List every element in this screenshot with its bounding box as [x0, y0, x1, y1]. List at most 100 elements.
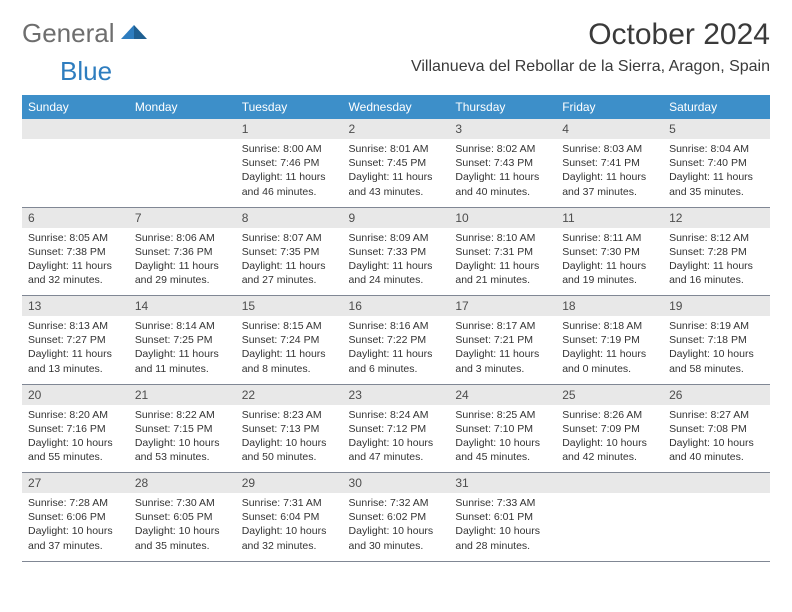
- day-content-cell: Sunrise: 7:32 AMSunset: 6:02 PMDaylight:…: [343, 493, 450, 561]
- day-content-cell: Sunrise: 8:09 AMSunset: 7:33 PMDaylight:…: [343, 228, 450, 296]
- day-number-cell: 1: [236, 119, 343, 139]
- logo-triangle-icon: [121, 22, 147, 45]
- day-number-cell: 16: [343, 296, 450, 317]
- day-content-cell: Sunrise: 7:33 AMSunset: 6:01 PMDaylight:…: [449, 493, 556, 561]
- day-number-cell: 2: [343, 119, 450, 139]
- day-number: 27: [22, 473, 129, 493]
- day-number-cell: 17: [449, 296, 556, 317]
- day-content: Sunrise: 8:07 AMSunset: 7:35 PMDaylight:…: [236, 228, 343, 294]
- day-content-cell: [663, 493, 770, 561]
- day-number-cell: 28: [129, 473, 236, 494]
- day-content: [663, 493, 770, 502]
- daylight-text: Daylight: 11 hours and 19 minutes.: [562, 259, 657, 287]
- daylight-text: Daylight: 10 hours and 58 minutes.: [669, 347, 764, 375]
- day-content: [556, 493, 663, 502]
- daylight-text: Daylight: 11 hours and 35 minutes.: [669, 170, 764, 198]
- day-content: Sunrise: 8:02 AMSunset: 7:43 PMDaylight:…: [449, 139, 556, 205]
- day-content-cell: Sunrise: 8:11 AMSunset: 7:30 PMDaylight:…: [556, 228, 663, 296]
- sunrise-text: Sunrise: 8:10 AM: [455, 231, 550, 245]
- week-content-row: Sunrise: 8:13 AMSunset: 7:27 PMDaylight:…: [22, 316, 770, 384]
- weekday-saturday: Saturday: [663, 95, 770, 119]
- day-content-cell: Sunrise: 8:18 AMSunset: 7:19 PMDaylight:…: [556, 316, 663, 384]
- day-number-cell: 24: [449, 384, 556, 405]
- day-number: 13: [22, 296, 129, 316]
- day-number-cell: 18: [556, 296, 663, 317]
- sunset-text: Sunset: 7:30 PM: [562, 245, 657, 259]
- daylight-text: Daylight: 11 hours and 24 minutes.: [349, 259, 444, 287]
- day-content-cell: Sunrise: 8:00 AMSunset: 7:46 PMDaylight:…: [236, 139, 343, 207]
- sunset-text: Sunset: 7:15 PM: [135, 422, 230, 436]
- daylight-text: Daylight: 11 hours and 40 minutes.: [455, 170, 550, 198]
- day-content: [22, 139, 129, 148]
- day-number-cell: 19: [663, 296, 770, 317]
- sunset-text: Sunset: 6:04 PM: [242, 510, 337, 524]
- sunrise-text: Sunrise: 7:32 AM: [349, 496, 444, 510]
- day-number: 25: [556, 385, 663, 405]
- sunrise-text: Sunrise: 8:01 AM: [349, 142, 444, 156]
- sunrise-text: Sunrise: 8:20 AM: [28, 408, 123, 422]
- daylight-text: Daylight: 11 hours and 46 minutes.: [242, 170, 337, 198]
- day-content-cell: Sunrise: 8:04 AMSunset: 7:40 PMDaylight:…: [663, 139, 770, 207]
- day-number-cell: 8: [236, 207, 343, 228]
- day-content: Sunrise: 8:18 AMSunset: 7:19 PMDaylight:…: [556, 316, 663, 382]
- day-content: Sunrise: 7:30 AMSunset: 6:05 PMDaylight:…: [129, 493, 236, 559]
- week-content-row: Sunrise: 7:28 AMSunset: 6:06 PMDaylight:…: [22, 493, 770, 561]
- day-content: Sunrise: 8:23 AMSunset: 7:13 PMDaylight:…: [236, 405, 343, 471]
- day-number: [556, 473, 663, 479]
- sunrise-text: Sunrise: 8:15 AM: [242, 319, 337, 333]
- day-content-cell: Sunrise: 8:24 AMSunset: 7:12 PMDaylight:…: [343, 405, 450, 473]
- day-content-cell: Sunrise: 8:22 AMSunset: 7:15 PMDaylight:…: [129, 405, 236, 473]
- day-number: 4: [556, 119, 663, 139]
- day-number: 22: [236, 385, 343, 405]
- day-content: Sunrise: 8:17 AMSunset: 7:21 PMDaylight:…: [449, 316, 556, 382]
- daylight-text: Daylight: 11 hours and 21 minutes.: [455, 259, 550, 287]
- day-content: Sunrise: 8:26 AMSunset: 7:09 PMDaylight:…: [556, 405, 663, 471]
- day-content: Sunrise: 8:27 AMSunset: 7:08 PMDaylight:…: [663, 405, 770, 471]
- day-number: 19: [663, 296, 770, 316]
- sunset-text: Sunset: 7:16 PM: [28, 422, 123, 436]
- sunset-text: Sunset: 7:38 PM: [28, 245, 123, 259]
- day-content-cell: [129, 139, 236, 207]
- sunrise-text: Sunrise: 7:31 AM: [242, 496, 337, 510]
- sunrise-text: Sunrise: 8:04 AM: [669, 142, 764, 156]
- sunrise-text: Sunrise: 8:17 AM: [455, 319, 550, 333]
- logo: General: [22, 18, 149, 49]
- sunrise-text: Sunrise: 8:16 AM: [349, 319, 444, 333]
- daylight-text: Daylight: 10 hours and 42 minutes.: [562, 436, 657, 464]
- sunset-text: Sunset: 7:43 PM: [455, 156, 550, 170]
- day-number-cell: 13: [22, 296, 129, 317]
- day-content-cell: Sunrise: 8:20 AMSunset: 7:16 PMDaylight:…: [22, 405, 129, 473]
- day-content: Sunrise: 8:06 AMSunset: 7:36 PMDaylight:…: [129, 228, 236, 294]
- sunrise-text: Sunrise: 8:18 AM: [562, 319, 657, 333]
- day-number: 3: [449, 119, 556, 139]
- week-content-row: Sunrise: 8:05 AMSunset: 7:38 PMDaylight:…: [22, 228, 770, 296]
- sunset-text: Sunset: 7:12 PM: [349, 422, 444, 436]
- daylight-text: Daylight: 10 hours and 28 minutes.: [455, 524, 550, 552]
- day-content: [129, 139, 236, 148]
- sunset-text: Sunset: 7:27 PM: [28, 333, 123, 347]
- day-number: 23: [343, 385, 450, 405]
- day-content-cell: Sunrise: 8:05 AMSunset: 7:38 PMDaylight:…: [22, 228, 129, 296]
- daylight-text: Daylight: 11 hours and 16 minutes.: [669, 259, 764, 287]
- day-number-cell: 4: [556, 119, 663, 139]
- sunset-text: Sunset: 6:05 PM: [135, 510, 230, 524]
- day-content-cell: Sunrise: 8:14 AMSunset: 7:25 PMDaylight:…: [129, 316, 236, 384]
- day-content-cell: Sunrise: 8:01 AMSunset: 7:45 PMDaylight:…: [343, 139, 450, 207]
- day-content-cell: Sunrise: 8:17 AMSunset: 7:21 PMDaylight:…: [449, 316, 556, 384]
- sunset-text: Sunset: 7:19 PM: [562, 333, 657, 347]
- daylight-text: Daylight: 11 hours and 29 minutes.: [135, 259, 230, 287]
- day-content-cell: Sunrise: 8:15 AMSunset: 7:24 PMDaylight:…: [236, 316, 343, 384]
- day-number: 9: [343, 208, 450, 228]
- daylight-text: Daylight: 10 hours and 47 minutes.: [349, 436, 444, 464]
- day-content-cell: [556, 493, 663, 561]
- logo-text-blue: Blue: [60, 56, 112, 86]
- calendar-table: Sunday Monday Tuesday Wednesday Thursday…: [22, 95, 770, 562]
- sunrise-text: Sunrise: 8:07 AM: [242, 231, 337, 245]
- daylight-text: Daylight: 10 hours and 55 minutes.: [28, 436, 123, 464]
- sunrise-text: Sunrise: 8:11 AM: [562, 231, 657, 245]
- sunrise-text: Sunrise: 8:26 AM: [562, 408, 657, 422]
- day-content: Sunrise: 8:22 AMSunset: 7:15 PMDaylight:…: [129, 405, 236, 471]
- sunrise-text: Sunrise: 8:14 AM: [135, 319, 230, 333]
- sunset-text: Sunset: 6:06 PM: [28, 510, 123, 524]
- day-number: 24: [449, 385, 556, 405]
